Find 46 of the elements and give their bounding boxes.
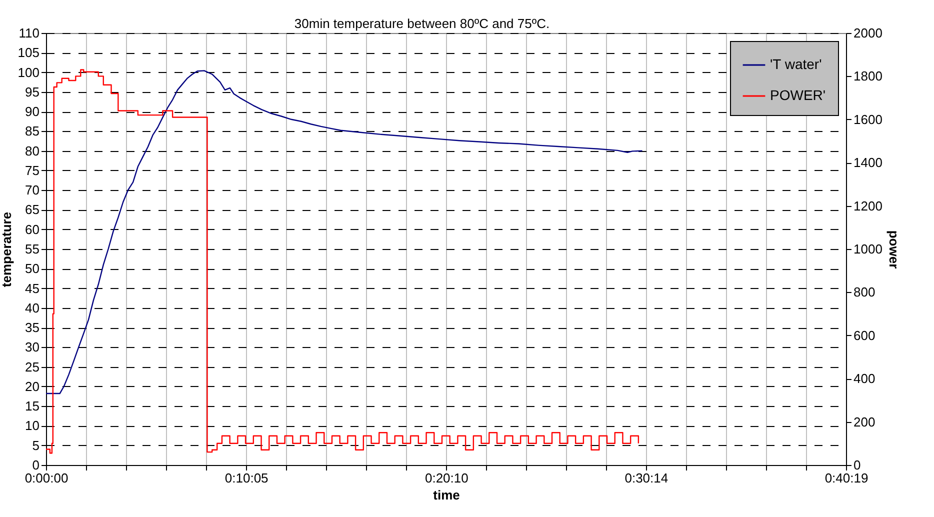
y-tick-label: 35 (25, 320, 40, 336)
y-tick-label: 5 (32, 438, 40, 453)
x-tick-label: 0:00:00 (24, 470, 68, 486)
y2-tick-label: 1600 (854, 112, 882, 127)
y2-tick-label: 0 (854, 458, 861, 472)
y-tick-label: 50 (25, 261, 40, 276)
x-tick-label: 0:30:14 (624, 470, 668, 486)
y-tick-label: 25 (25, 359, 40, 374)
x-tick-label: 0:20:10 (424, 470, 468, 486)
y-tick-label: 110 (18, 26, 40, 40)
y-tick-label: 60 (25, 222, 40, 237)
y-tick-label: 75 (25, 162, 40, 178)
y2-tick-label: 800 (854, 284, 876, 300)
y-tick-label: 10 (25, 418, 40, 434)
y-tick-label: 55 (25, 242, 40, 256)
y-tick-label: 80 (25, 143, 40, 158)
y2-tick-label: 200 (854, 414, 876, 430)
y2-tick-label: 1800 (854, 68, 882, 84)
y2-tick-label: 600 (854, 328, 876, 343)
y2-tick-label: 1000 (854, 242, 882, 256)
y-tick-label: 85 (25, 124, 40, 139)
y-tick-label: 95 (25, 84, 40, 100)
y-tick-label: 40 (25, 300, 40, 316)
y-tick-label: 45 (25, 280, 40, 296)
text: 30min temperature between 80ºC and 75ºC. (294, 16, 550, 31)
x-tick-label: 0:40:19 (824, 470, 868, 486)
legend-label: 'T water' (770, 56, 822, 72)
y-tick-label: 90 (25, 104, 40, 120)
y-axis-title: temperature (0, 212, 14, 288)
y-tick-label: 0 (32, 458, 40, 472)
y-tick-label: 65 (25, 202, 40, 218)
y-tick-label: 105 (18, 45, 40, 60)
y-tick-label: 100 (18, 64, 40, 80)
legend-label: POWER' (770, 87, 826, 103)
line-series (45, 70, 643, 394)
y-tick-label: 15 (25, 398, 40, 414)
x-tick-label: 0:10:05 (224, 470, 268, 486)
y2-tick-label: 400 (854, 371, 876, 386)
y-tick-label: 70 (25, 182, 40, 198)
y2-tick-label: 2000 (854, 26, 882, 40)
y2-axis-title: power (886, 230, 902, 269)
x-axis-title: time (433, 488, 460, 502)
y-tick-label: 20 (25, 378, 40, 394)
y2-tick-label: 1200 (854, 198, 882, 214)
y-tick-label: 30 (25, 340, 40, 355)
y2-tick-label: 1400 (854, 155, 882, 170)
